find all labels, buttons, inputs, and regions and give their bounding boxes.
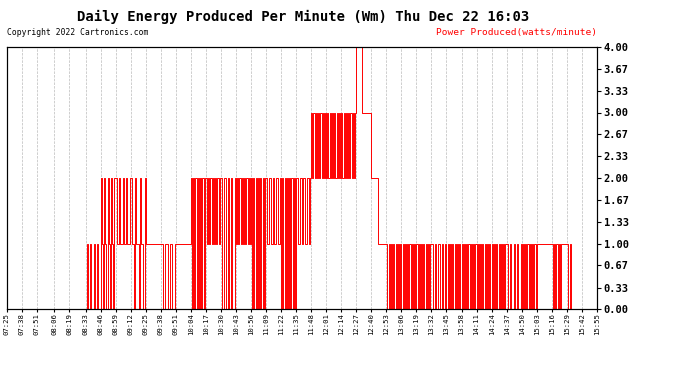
Text: Daily Energy Produced Per Minute (Wm) Thu Dec 22 16:03: Daily Energy Produced Per Minute (Wm) Th…: [77, 9, 530, 24]
Text: Copyright 2022 Cartronics.com: Copyright 2022 Cartronics.com: [7, 28, 148, 37]
Text: Power Produced(watts/minute): Power Produced(watts/minute): [436, 28, 597, 37]
